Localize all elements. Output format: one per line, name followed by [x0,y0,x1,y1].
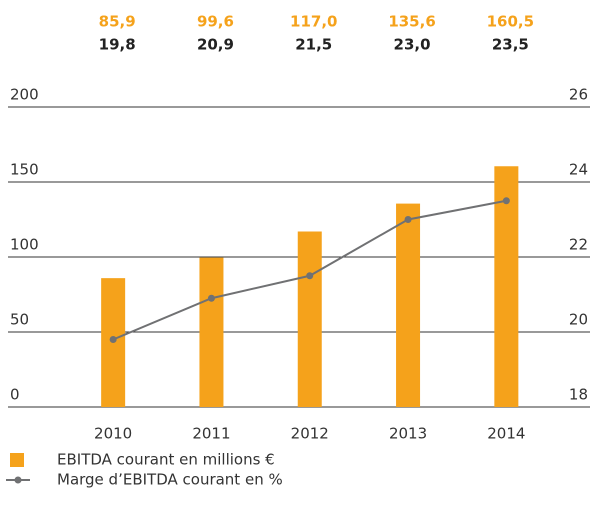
value-label: 160,5 [487,13,534,31]
y2-tick-label: 26 [569,86,588,104]
x-tick-label: 2010 [94,425,132,443]
x-tick-label: 2014 [487,425,525,443]
value-label: 85,9 [99,13,136,31]
value-label: 23,0 [394,36,431,54]
y-tick-label: 200 [10,86,39,104]
value-label: 135,6 [388,13,435,31]
value-label: 20,9 [197,36,234,54]
line-point [109,336,117,343]
line-point [207,294,215,302]
bar [494,166,519,407]
value-label: 117,0 [290,13,337,31]
legend-swatch-dot [14,476,22,484]
value-label: 21,5 [295,36,332,54]
bar [199,257,224,407]
line-point [502,197,510,205]
line-point [404,216,412,223]
y-tick-label: 100 [10,236,39,254]
legend-label: Marge d’EBITDA courant en % [57,471,283,489]
y-tick-label: 50 [10,311,29,329]
legend-label: EBITDA courant en millions € [57,451,275,469]
y2-tick-label: 18 [569,386,588,404]
x-tick-label: 2011 [192,425,230,443]
value-label: 23,5 [492,36,529,54]
value-label: 99,6 [197,13,234,31]
bar [297,231,322,407]
y2-tick-label: 22 [569,236,588,254]
y2-tick-label: 24 [569,161,588,179]
x-tick-label: 2012 [291,425,329,443]
y2-tick-label: 20 [569,311,588,329]
legend-swatch [10,453,24,467]
line-point [306,272,314,280]
bar [396,203,421,407]
y-tick-label: 150 [10,161,39,179]
y-tick-label: 0 [10,386,20,404]
x-tick-label: 2013 [389,425,427,443]
value-label: 19,8 [99,36,136,54]
